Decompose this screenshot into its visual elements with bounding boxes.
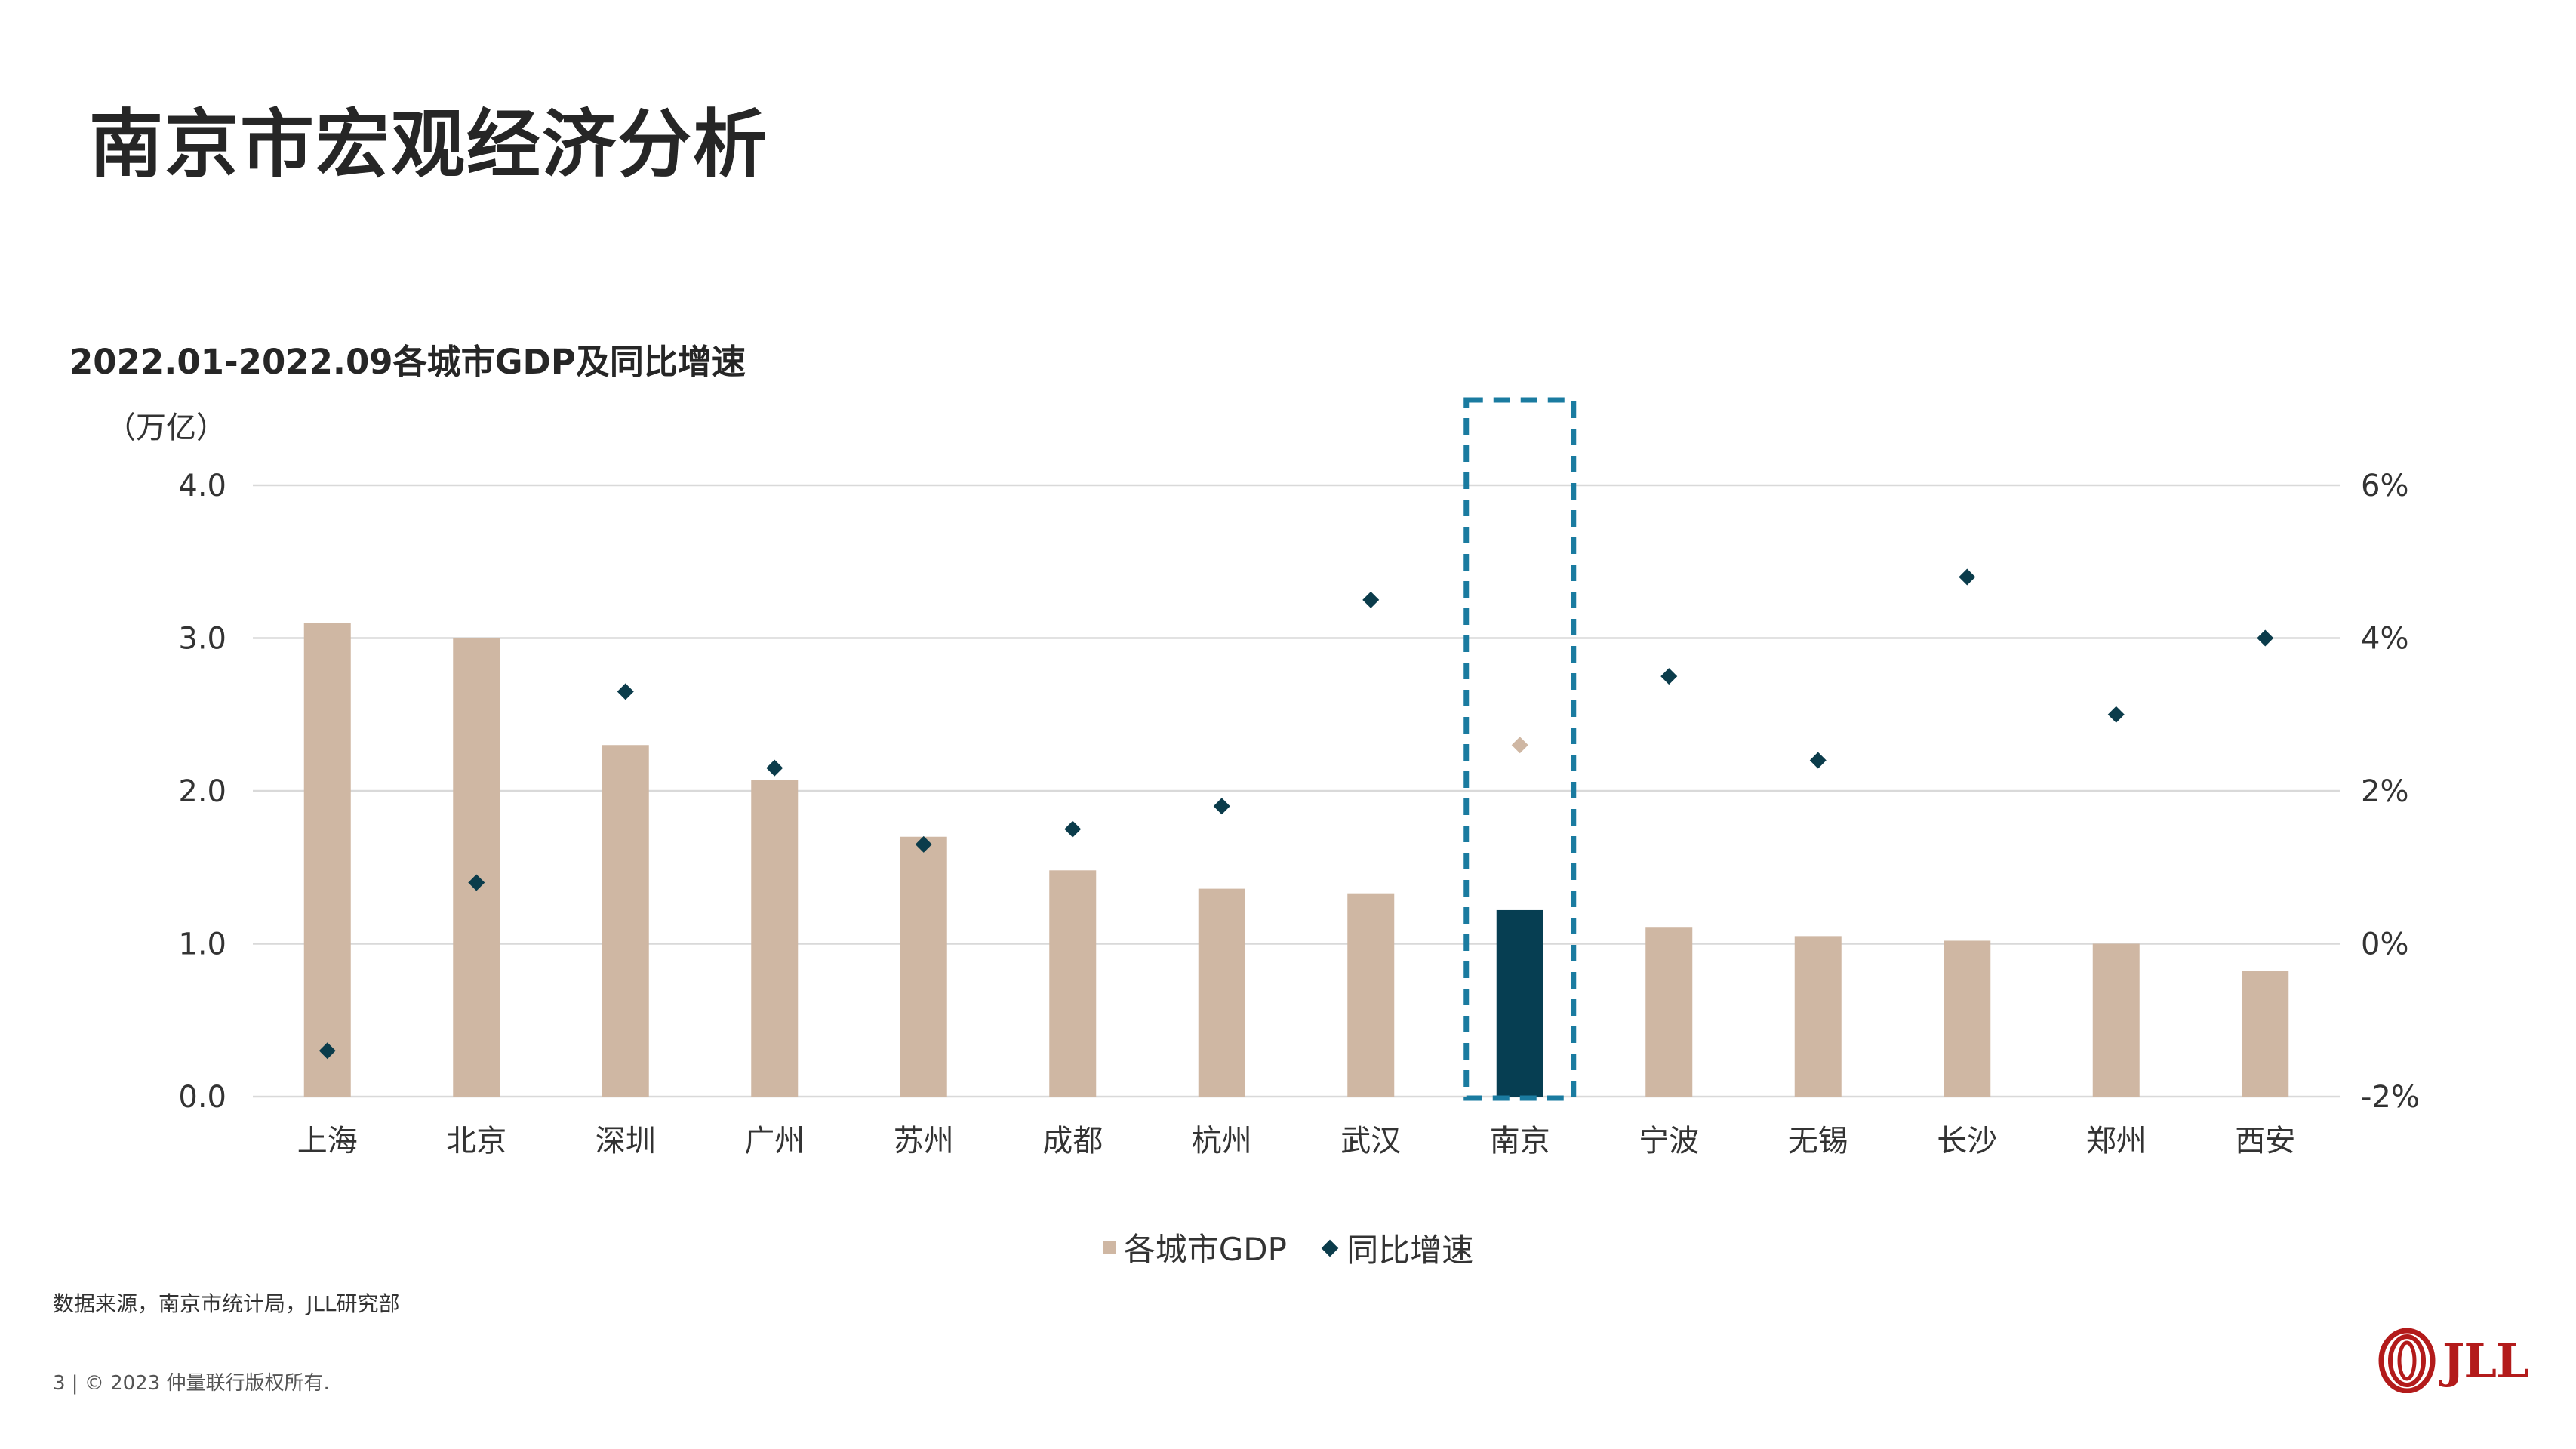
growth-markers [319,568,2274,1060]
left-axis-tick-label: 2.0 [178,774,226,809]
gdp-bar [751,780,799,1097]
gdp-bar [1944,940,1991,1097]
left-axis-ticks: 0.0 1.0 2.0 3.0 4.0 [178,469,226,1115]
category-label: 西安 [2235,1124,2295,1158]
legend-label-gdp: 各城市GDP [1123,1231,1287,1268]
category-label: 苏州 [894,1124,954,1158]
growth-marker [319,1042,336,1060]
gdp-bar [1198,888,1245,1097]
left-axis-tick-label: 0.0 [178,1080,226,1115]
category-label: 郑州 [2086,1124,2147,1158]
category-labels: 上海 北京 深圳 广州 苏州 成都 杭州 武汉 南京 宁波 无锡 长沙 郑州 西安 [297,1124,2296,1158]
category-label: 上海 [297,1124,358,1158]
category-label: 成都 [1042,1124,1103,1158]
left-axis-tick-label: 3.0 [178,622,226,657]
legend-diamond-swatch [1321,1239,1339,1257]
left-axis-tick-label: 4.0 [178,469,226,503]
legend-bar-swatch [1102,1240,1116,1254]
growth-marker [1511,737,1528,754]
category-label: 杭州 [1192,1124,1252,1158]
gdp-bar [2242,971,2289,1097]
category-label: 无锡 [1788,1124,1848,1158]
right-axis-tick-label: 0% [2361,928,2408,962]
growth-marker [617,683,634,700]
growth-marker [2257,629,2274,647]
data-source-note: 数据来源，南京市统计局，JLL研究部 [53,1291,400,1316]
category-label: 宁波 [1639,1124,1699,1158]
growth-marker [1064,820,1082,838]
right-axis-tick-label: 6% [2361,469,2408,503]
growth-marker [1660,668,1678,685]
gdp-bar [303,623,351,1097]
category-label: 武汉 [1340,1124,1401,1158]
growth-marker [468,874,485,891]
category-label: 广州 [744,1124,805,1158]
chart-title: 2022.01-2022.09各城市GDP及同比增速 [69,342,746,382]
footer-copyright: 3 | © 2023 仲量联行版权所有. [53,1372,330,1395]
gdp-bar [900,836,947,1097]
gdp-bar [1347,893,1395,1097]
gdp-bars [303,623,2289,1097]
legend-label-growth: 同比增速 [1346,1232,1474,1269]
gdp-bar [1496,909,1543,1097]
highlight-box [1463,397,1577,1101]
growth-marker [1213,798,1230,815]
grid-lines [253,484,2340,1098]
left-axis-tick-label: 1.0 [178,928,226,962]
legend-item-growth: 同比增速 [1321,1225,1474,1271]
slide-title: 南京市宏观经济分析 [89,102,769,188]
legend-item-gdp: 各城市GDP [1102,1224,1287,1270]
gdp-bar [1049,870,1097,1097]
growth-marker [1959,568,1976,586]
growth-marker [766,759,783,777]
legend: 各城市GDP 同比增速 [0,1224,2576,1271]
category-label: 南京 [1490,1124,1550,1158]
gdp-bar [453,638,500,1097]
jll-logo-text: JLL [2442,1333,2529,1389]
gdp-bar [1645,927,1693,1097]
gdp-bar [602,745,649,1097]
highlight-box-layer [1463,397,1577,1101]
right-axis-tick-label: -2% [2361,1080,2420,1115]
growth-marker [2107,706,2125,723]
jll-logo: JLL [2377,1328,2529,1393]
growth-marker [915,835,932,853]
category-label: 北京 [446,1124,506,1158]
gdp-bar [2092,943,2140,1097]
category-label: 深圳 [596,1124,656,1158]
right-axis-ticks: -2% 0% 2% 4% 6% [2361,469,2420,1115]
gdp-bar [1794,936,1842,1097]
right-axis-tick-label: 2% [2361,774,2408,809]
category-label: 长沙 [1937,1124,1997,1158]
growth-marker [1362,591,1380,608]
right-axis-tick-label: 4% [2361,622,2408,657]
jll-logo-mark-icon [2378,1328,2436,1393]
y-axis-unit-label: （万亿） [106,411,226,445]
growth-marker [1809,752,1827,769]
